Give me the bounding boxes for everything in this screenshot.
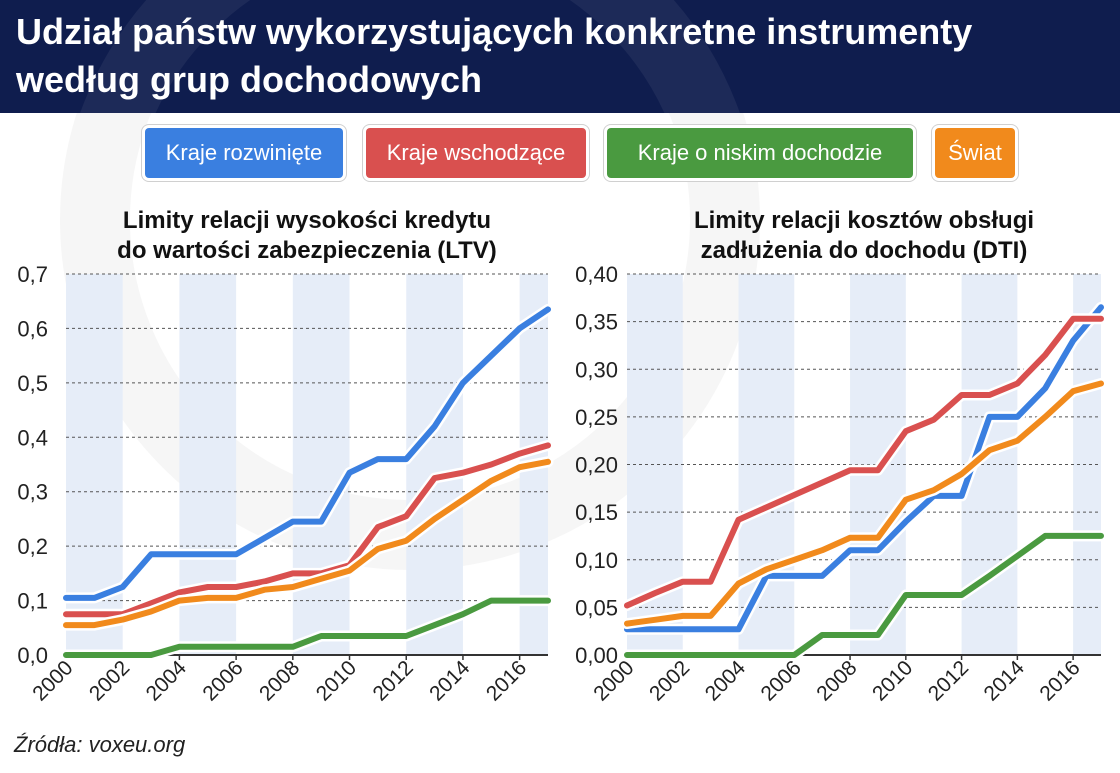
x-tick-label: 2010 (868, 656, 917, 705)
y-tick-label: 0,7 (17, 262, 48, 287)
series-line (624, 304, 1104, 633)
legend-item-kraje-wschodzace: Kraje wschodzące (366, 128, 586, 178)
legend-label: Kraje o niskim dochodzie (637, 140, 883, 165)
legend-label: Kraje wschodzące (386, 140, 566, 165)
y-tick-label: 0,10 (575, 548, 618, 573)
series-kraje-rozwiniete (60, 303, 554, 604)
y-tick-label: 0,05 (575, 595, 618, 620)
y-tick-label: 0,25 (575, 405, 618, 430)
legend: Kraje rozwinięte Kraje wschodzące Kraje … (0, 128, 1120, 180)
x-tick-label: 2006 (198, 656, 247, 705)
series-line (624, 532, 1104, 658)
y-tick-label: 0,0 (17, 643, 48, 668)
series-line (624, 380, 1104, 627)
chart-1: Limity relacji wysokości kredytu do warto… (17, 207, 554, 706)
x-tick-label: 2004 (701, 656, 751, 706)
series-line (63, 306, 551, 601)
y-tick-label: 0,00 (575, 643, 618, 668)
x-tick-label: 2008 (812, 656, 861, 705)
y-tick-label: 0,2 (17, 534, 48, 559)
x-tick-label: 2012 (924, 656, 973, 705)
y-tick-label: 0,4 (17, 425, 48, 450)
x-tick-label: 2012 (368, 656, 417, 705)
y-tick-label: 0,40 (575, 262, 618, 287)
header-banner: Udział państw wykorzystujących konkretne… (0, 0, 1120, 113)
chart-title: Limity relacji kosztów obsługi zadłużenia… (694, 207, 1034, 264)
y-tick-label: 0,15 (575, 500, 618, 525)
x-tick-label: 2010 (312, 656, 361, 705)
series-swiat (60, 456, 554, 631)
y-tick-label: 0,1 (17, 589, 48, 614)
legend-item-kraje-o-niskim-dochodzie: Kraje o niskim dochodzie (607, 128, 913, 178)
x-tick-label: 2008 (255, 656, 304, 705)
y-tick-label: 0,20 (575, 453, 618, 478)
legend-item-kraje-rozwiniete: Kraje rozwinięte (145, 128, 343, 178)
background-band (292, 274, 350, 655)
series-kraje-wschodzace (621, 313, 1107, 611)
source-note: Źródła: voxeu.org (14, 732, 186, 757)
x-tick-label: 2006 (757, 656, 806, 705)
series-line (63, 442, 551, 618)
series-line (624, 315, 1104, 609)
series-kraje-o-niskim-dochodzie (60, 595, 554, 661)
y-tick-label: 0,35 (575, 310, 618, 335)
background-band (406, 274, 463, 655)
legend-label: Kraje rozwinięte (165, 140, 323, 165)
chart-title: Limity relacji wysokości kredytu do warto… (117, 207, 497, 264)
x-tick-label: 2004 (142, 656, 192, 706)
y-tick-label: 0,6 (17, 316, 48, 341)
series-kraje-rozwiniete (621, 301, 1107, 635)
x-tick-label: 2016 (482, 656, 531, 705)
x-tick-label: 2014 (425, 656, 475, 706)
series-swiat (621, 378, 1107, 630)
series-line (63, 597, 551, 658)
y-tick-label: 0,30 (575, 357, 618, 382)
x-tick-label: 2002 (85, 656, 134, 705)
x-tick-label: 2014 (980, 656, 1030, 706)
x-tick-label: 2002 (645, 656, 694, 705)
y-tick-label: 0,3 (17, 480, 48, 505)
x-tick-label: 2016 (1035, 656, 1084, 705)
series-kraje-o-niskim-dochodzie (621, 530, 1107, 661)
legend-item-swiat: Świat (935, 128, 1015, 178)
page-title: Udział państw wykorzystujących konkretne… (16, 11, 973, 100)
legend-label: Świat (948, 140, 1002, 165)
y-tick-label: 0,5 (17, 371, 48, 396)
series-line (63, 458, 551, 629)
chart-2: Limity relacji kosztów obsługi zadłużenia… (575, 207, 1107, 706)
series-kraje-wschodzace (60, 439, 554, 620)
